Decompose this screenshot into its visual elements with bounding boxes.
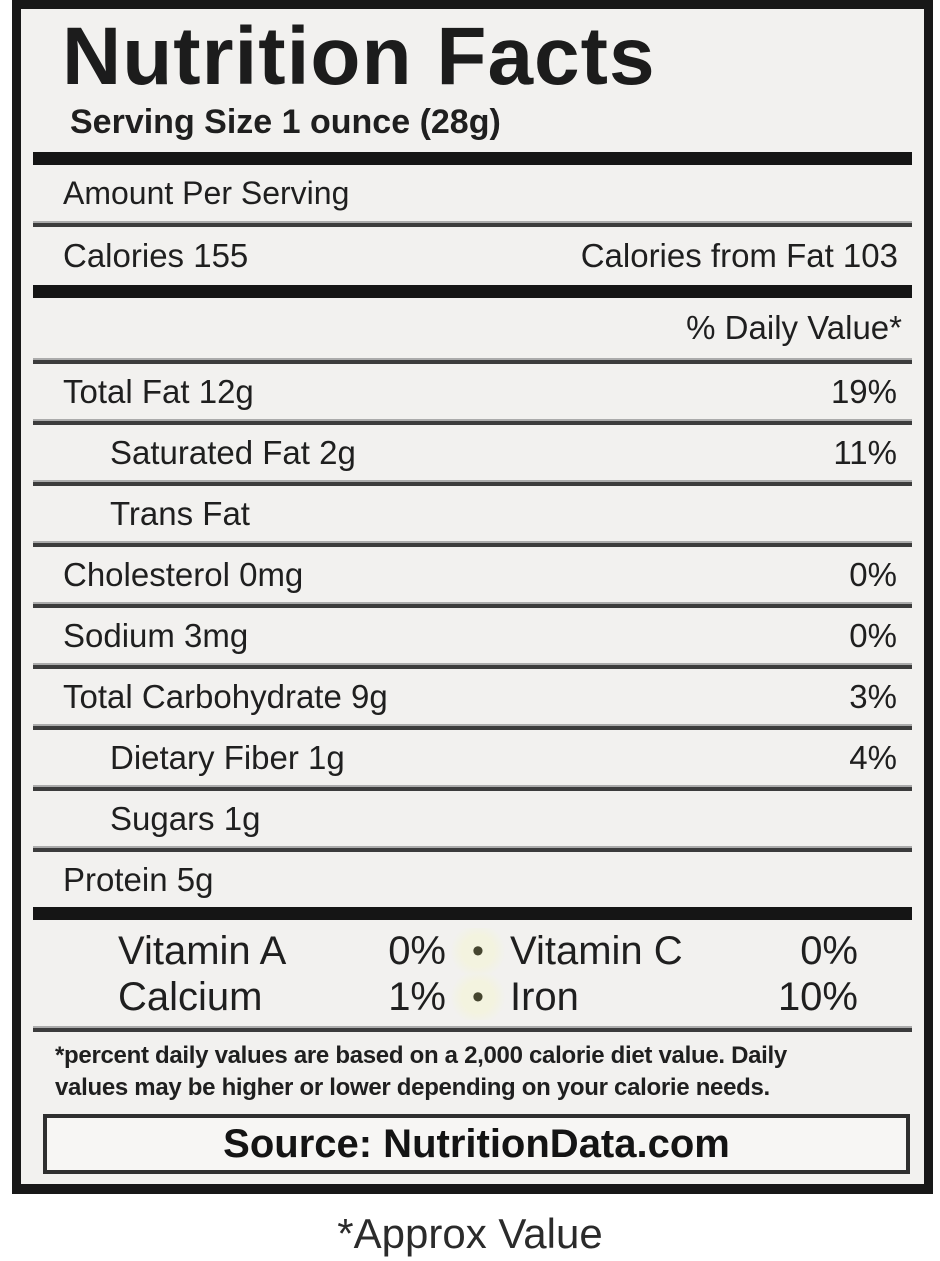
nutrient-row: Total Carbohydrate 9g 3% [33, 669, 912, 724]
vitamin-name: Vitamin A [118, 929, 287, 973]
row-divider [33, 602, 912, 608]
calories-row: Calories 155 Calories from Fat 103 [33, 227, 912, 285]
nutrient-row: Saturated Fat 2g 11% [33, 425, 912, 480]
nutrient-percent: 0% [849, 555, 897, 593]
daily-value-header-row: % Daily Value* [33, 298, 912, 358]
nutrient-name: Total Carbohydrate 9g [63, 677, 388, 715]
nutrient-name: Trans Fat [110, 494, 250, 532]
calories-from-fat-value: Calories from Fat 103 [580, 237, 898, 274]
source-text: Source: NutritionData.com [223, 1121, 730, 1166]
nutrient-row: Cholesterol 0mg 0% [33, 547, 912, 602]
label-title: Nutrition Facts [62, 11, 656, 102]
row-divider [33, 358, 912, 364]
nutrient-name: Dietary Fiber 1g [110, 738, 345, 776]
vitamins-section: Vitamin A 0% • Vitamin C 0% Calcium 1% •… [33, 920, 912, 1026]
row-divider [33, 419, 912, 425]
nutrient-name: Total Fat 12g [63, 372, 254, 410]
nutrient-name: Protein 5g [63, 860, 214, 898]
thick-divider [33, 152, 912, 165]
nutrient-row: Protein 5g [33, 852, 912, 907]
bullet-separator: • [446, 974, 510, 1020]
approx-value-caption: *Approx Value [337, 1210, 603, 1257]
nutrient-row: Sugars 1g [33, 791, 912, 846]
row-divider [33, 480, 912, 486]
row-divider [33, 1026, 912, 1032]
nutrient-row: Dietary Fiber 1g 4% [33, 730, 912, 785]
nutrient-percent: 0% [849, 616, 897, 654]
vitamin-name: Iron [510, 975, 579, 1019]
vitamin-percent: 10% [777, 975, 858, 1019]
serving-size: Serving Size 1 ounce (28g) [70, 103, 501, 141]
nutrient-percent: 3% [849, 677, 897, 715]
nutrient-row: Trans Fat [33, 486, 912, 541]
vitamin-name: Vitamin C [510, 929, 683, 973]
row-divider [33, 785, 912, 791]
nutrient-percent: 19% [830, 372, 897, 410]
daily-value-footnote: *percent daily values are based on a 2,0… [55, 1040, 912, 1104]
nutrient-row: Sodium 3mg 0% [33, 608, 912, 663]
nutrient-percent: 11% [833, 433, 897, 471]
bullet-separator: • [446, 928, 510, 974]
row-divider [33, 724, 912, 730]
nutrient-name: Sugars 1g [110, 799, 261, 837]
source-box: Source: NutritionData.com [43, 1114, 910, 1174]
row-divider [33, 846, 912, 852]
nutrient-name: Sodium 3mg [63, 616, 249, 654]
thick-divider [33, 907, 912, 920]
footnote-line: *percent daily values are based on a 2,0… [55, 1042, 787, 1069]
vitamin-name: Calcium [118, 975, 263, 1019]
amount-per-serving-row: Amount Per Serving [33, 165, 912, 221]
vitamin-percent: 1% [388, 975, 446, 1019]
nutrient-row: Total Fat 12g 19% [33, 364, 912, 419]
nutrition-facts-label: Nutrition Facts Serving Size 1 ounce (28… [12, 0, 933, 1194]
row-divider [33, 221, 912, 227]
nutrient-name: Cholesterol 0mg [63, 555, 304, 593]
vitamin-percent: 0% [388, 929, 446, 973]
thick-divider [33, 285, 912, 298]
daily-value-header: % Daily Value* [686, 309, 902, 346]
footnote-line: values may be higher or lower depending … [55, 1074, 770, 1101]
row-divider [33, 663, 912, 669]
amount-per-serving-label: Amount Per Serving [63, 174, 350, 211]
vitamin-percent: 0% [800, 929, 858, 973]
nutrient-name: Saturated Fat 2g [110, 433, 356, 471]
calories-value: Calories 155 [63, 237, 249, 274]
row-divider [33, 541, 912, 547]
nutrient-percent: 4% [849, 738, 897, 776]
